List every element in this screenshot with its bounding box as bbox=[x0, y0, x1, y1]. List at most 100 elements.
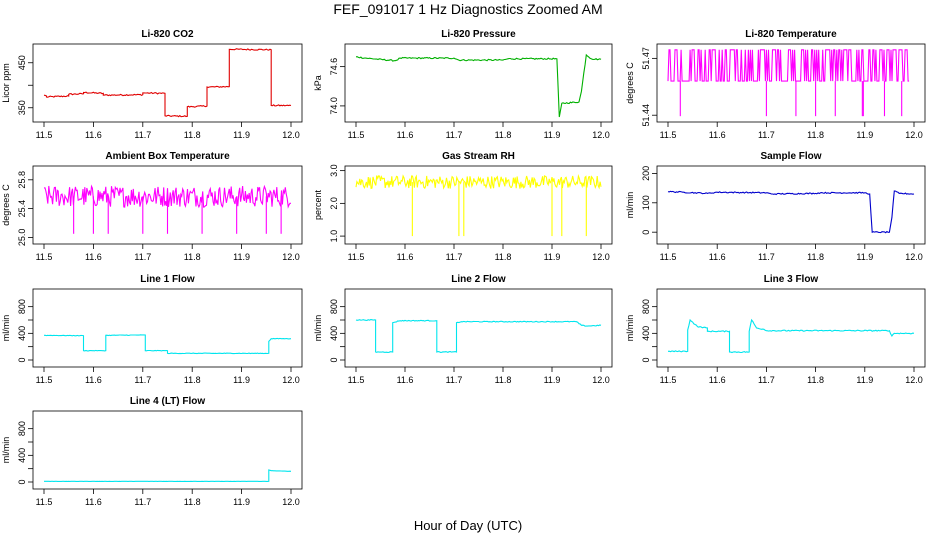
x-tick-label: 12.0 bbox=[905, 130, 923, 140]
x-tick-label: 11.7 bbox=[446, 375, 463, 385]
x-tick-label: 11.6 bbox=[85, 130, 102, 140]
y-axis-label: percent bbox=[313, 189, 323, 220]
panel-8: Line 2 Flow 11.5 11.6 11.7 11.8 11.9 12.0 0 400 8… bbox=[313, 274, 613, 385]
series-line bbox=[667, 190, 915, 234]
y-tick-label: 2.0 bbox=[329, 197, 339, 210]
x-tick-label: 11.8 bbox=[184, 252, 201, 262]
x-tick-label: 12.0 bbox=[282, 252, 300, 262]
y-tick-label: 0 bbox=[17, 357, 27, 362]
x-tick-label: 11.8 bbox=[184, 497, 201, 507]
plot-frame bbox=[32, 410, 303, 490]
y-tick-label: 0 bbox=[329, 357, 339, 362]
x-tick-label: 11.6 bbox=[85, 375, 102, 385]
panel-6: Sample Flow 11.5 11.6 11.7 11.8 11.9 12.0 0 100 2… bbox=[625, 151, 926, 262]
series-line bbox=[355, 53, 602, 118]
panel-title: Line 2 Flow bbox=[451, 274, 506, 285]
x-tick-label: 11.5 bbox=[348, 375, 365, 385]
x-tick-label: 11.8 bbox=[807, 130, 824, 140]
x-tick-label: 12.0 bbox=[282, 130, 300, 140]
x-tick-label: 11.8 bbox=[184, 375, 201, 385]
y-tick-label: 25.0 bbox=[17, 229, 27, 247]
y-tick-label: 800 bbox=[641, 299, 651, 314]
y-axis-label: ml/min bbox=[313, 315, 323, 342]
y-tick-label: 0 bbox=[641, 230, 651, 235]
y-tick-label: 0 bbox=[641, 357, 651, 362]
y-tick-label: 800 bbox=[17, 299, 27, 314]
series-line bbox=[355, 319, 602, 354]
series-line bbox=[44, 334, 292, 355]
y-tick-label: 400 bbox=[17, 326, 27, 341]
x-tick-label: 11.6 bbox=[709, 252, 726, 262]
panel-title: Line 4 (LT) Flow bbox=[130, 396, 206, 407]
x-tick-label: 11.9 bbox=[233, 252, 250, 262]
panel-3: Li-820 Temperature 11.5 11.6 11.7 11.8 11.9 12… bbox=[625, 29, 926, 140]
plot-frame bbox=[344, 165, 613, 245]
panel-5: Gas Stream RH 11.5 11.6 11.7 11.8 11.9 12.0 1.0… bbox=[313, 151, 613, 262]
plot-frame bbox=[32, 288, 303, 368]
x-tick-label: 11.9 bbox=[233, 497, 250, 507]
x-tick-label: 11.5 bbox=[36, 497, 53, 507]
x-tick-label: 11.5 bbox=[660, 130, 677, 140]
panel-title: Line 1 Flow bbox=[140, 274, 195, 285]
plot-frame bbox=[344, 288, 613, 368]
y-axis-label: ml/min bbox=[1, 437, 11, 464]
panel-10: Line 4 (LT) Flow 11.5 11.6 11.7 11.8 11.9 12.0… bbox=[1, 396, 303, 507]
y-tick-label: 350 bbox=[17, 100, 27, 115]
y-tick-label: 450 bbox=[17, 55, 27, 70]
y-axis-label: degrees C bbox=[1, 184, 11, 226]
y-axis-label: ml/min bbox=[625, 192, 635, 219]
y-tick-label: 100 bbox=[641, 195, 651, 210]
panel-7: Line 1 Flow 11.5 11.6 11.7 11.8 11.9 12.0 0 400 8… bbox=[1, 274, 303, 385]
series-line bbox=[44, 469, 292, 482]
x-tick-label: 12.0 bbox=[905, 375, 923, 385]
plot-frame bbox=[344, 43, 613, 123]
y-tick-label: 51.44 bbox=[641, 104, 651, 127]
x-tick-label: 11.8 bbox=[807, 252, 824, 262]
y-axis-label: kPa bbox=[313, 75, 323, 91]
x-tick-label: 12.0 bbox=[282, 497, 300, 507]
x-tick-label: 11.9 bbox=[544, 375, 561, 385]
x-tick-label: 11.7 bbox=[134, 252, 151, 262]
panel-title: Ambient Box Temperature bbox=[105, 151, 230, 162]
panel-title: Sample Flow bbox=[760, 151, 821, 162]
x-tick-label: 11.8 bbox=[495, 252, 512, 262]
x-tick-label: 11.6 bbox=[85, 497, 102, 507]
plot-frame bbox=[32, 165, 303, 245]
series-line bbox=[43, 184, 291, 209]
x-tick-label: 11.6 bbox=[397, 375, 414, 385]
figure-title: FEF_091017 1 Hz Diagnostics Zoomed AM bbox=[333, 1, 603, 17]
plot-frame bbox=[656, 43, 926, 123]
x-tick-label: 11.6 bbox=[397, 252, 414, 262]
panel-1: Li-820 CO2 11.5 11.6 11.7 11.8 11.9 12.0 350 450… bbox=[1, 29, 303, 140]
x-tick-label: 11.6 bbox=[397, 130, 414, 140]
x-axis-title: Hour of Day (UTC) bbox=[413, 518, 523, 533]
panel-2: Li-820 Pressure 11.5 11.6 11.7 11.8 11.9 12.0 7… bbox=[313, 29, 613, 140]
x-tick-label: 11.7 bbox=[758, 252, 775, 262]
panel-title: Li-820 Temperature bbox=[745, 29, 837, 40]
y-tick-label: 0 bbox=[17, 479, 27, 484]
x-tick-label: 12.0 bbox=[905, 252, 923, 262]
y-tick-label: 74.6 bbox=[329, 58, 339, 76]
y-tick-label: 3.0 bbox=[329, 164, 339, 177]
panel-4: Ambient Box Temperature 11.5 11.6 11.7 11.8 1… bbox=[1, 151, 303, 262]
x-tick-label: 11.7 bbox=[134, 497, 151, 507]
x-tick-label: 11.6 bbox=[709, 130, 726, 140]
x-tick-label: 12.0 bbox=[592, 252, 610, 262]
series-line bbox=[667, 318, 915, 354]
x-tick-label: 11.9 bbox=[544, 252, 561, 262]
y-tick-label: 1.0 bbox=[329, 230, 339, 243]
panel-title: Li-820 Pressure bbox=[441, 29, 516, 40]
x-tick-label: 11.8 bbox=[184, 130, 201, 140]
x-tick-label: 12.0 bbox=[592, 375, 610, 385]
series-line bbox=[667, 49, 910, 82]
y-axis-label: ml/min bbox=[625, 315, 635, 342]
y-axis-label: ml/min bbox=[1, 315, 11, 342]
x-tick-label: 11.7 bbox=[134, 130, 151, 140]
panel-title: Gas Stream RH bbox=[442, 151, 515, 162]
x-tick-label: 11.5 bbox=[348, 130, 365, 140]
x-tick-label: 11.5 bbox=[36, 252, 53, 262]
y-tick-label: 400 bbox=[329, 326, 339, 341]
x-tick-label: 11.6 bbox=[709, 375, 726, 385]
y-tick-label: 25.8 bbox=[17, 171, 27, 189]
x-tick-label: 11.9 bbox=[856, 252, 873, 262]
